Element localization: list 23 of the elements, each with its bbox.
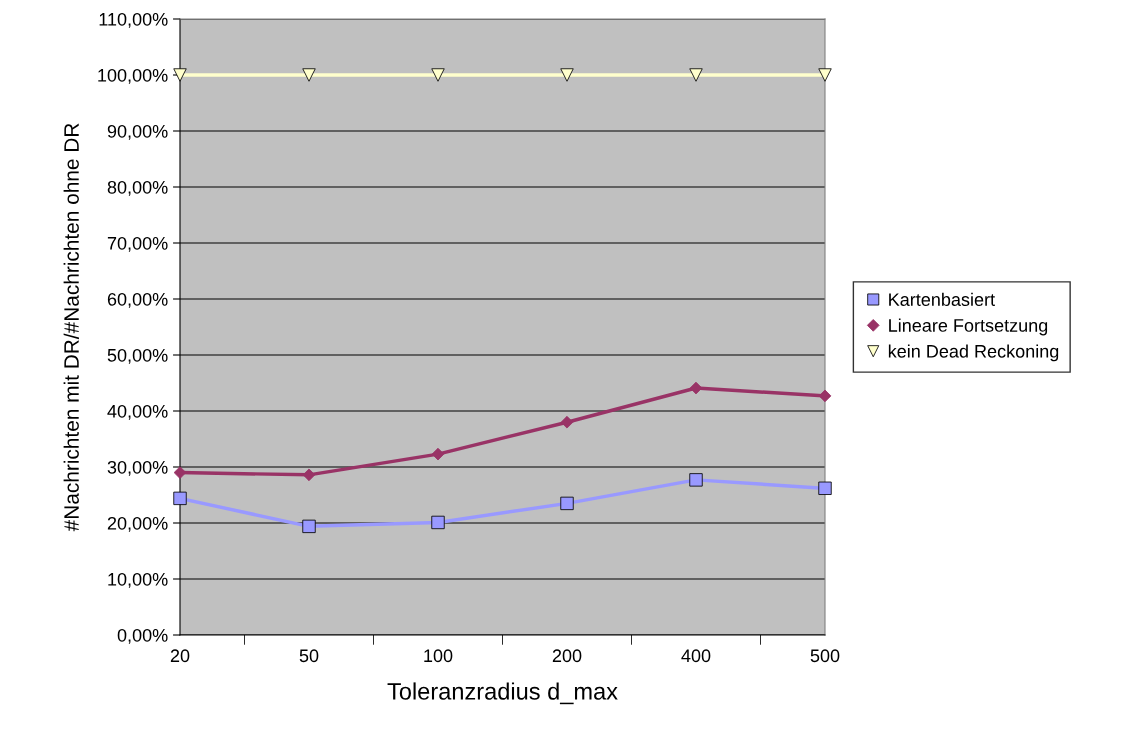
x-tick-label: 20 [170, 649, 190, 663]
legend-label: Kartenbasiert [889, 292, 995, 306]
x-axis-title: Toleranzradius d_max [387, 682, 618, 705]
legend-label: kein Dead Reckoning [888, 344, 1059, 362]
y-tick-label: 20,00% [107, 516, 168, 532]
y-tick-label: 70,00% [107, 236, 168, 252]
y-tick-label: 110,00% [99, 12, 168, 28]
y-tick-label: 90,00% [107, 124, 168, 140]
y-tick-label: 10,00% [108, 572, 168, 588]
y-tick-label: 100,00% [98, 68, 168, 84]
y-tick-label: 30,00% [107, 460, 168, 476]
legend-label: Lineare Fortsetzung [889, 318, 1048, 336]
x-tick-label: 50 [299, 649, 319, 663]
x-tick-label: 400 [681, 649, 711, 663]
x-tick-label: 200 [552, 649, 582, 663]
y-tick-label: 0,00% [117, 628, 168, 644]
x-tick-label: 100 [424, 649, 453, 663]
y-tick-label: 60,00% [107, 292, 168, 308]
x-tick-label: 500 [810, 649, 840, 663]
y-tick-label: 80,00% [107, 180, 168, 196]
y-axis-title: #Nachrichten mit DR/#Nachrichten ohne DR [63, 123, 79, 532]
y-tick-label: 50,00% [107, 348, 168, 364]
y-tick-label: 40,00% [107, 404, 168, 420]
